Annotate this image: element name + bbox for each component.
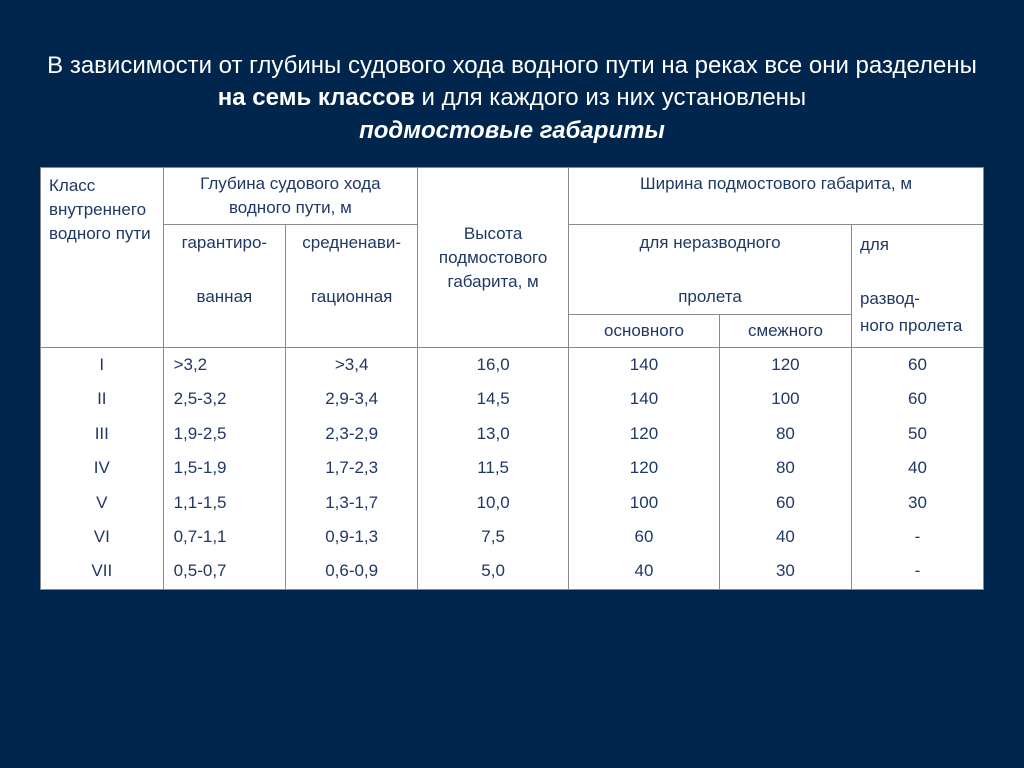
cell-width-movable: 60 — [851, 348, 983, 383]
cell-width-adjacent: 100 — [719, 382, 851, 416]
cell-guaranteed: 0,7-1,1 — [163, 520, 286, 554]
cell-class: V — [41, 486, 164, 520]
cell-width-movable: 60 — [851, 382, 983, 416]
cell-nav: >3,4 — [286, 348, 418, 383]
hdr-movable-mid: развод- — [860, 289, 920, 308]
cell-width-movable: 30 — [851, 486, 983, 520]
table-head: Класс внутреннего водного пути Глубина с… — [41, 168, 984, 348]
cell-height: 7,5 — [418, 520, 569, 554]
cell-height: 13,0 — [418, 417, 569, 451]
cell-guaranteed: 0,5-0,7 — [163, 554, 286, 589]
table-row: II2,5-3,22,9-3,414,514010060 — [41, 382, 984, 416]
hdr-main: основного — [569, 315, 720, 348]
cell-guaranteed: >3,2 — [163, 348, 286, 383]
cell-guaranteed: 1,9-2,5 — [163, 417, 286, 451]
cell-nav: 0,9-1,3 — [286, 520, 418, 554]
cell-height: 10,0 — [418, 486, 569, 520]
cell-width-main: 120 — [569, 451, 720, 485]
cell-class: IV — [41, 451, 164, 485]
cell-width-movable: - — [851, 554, 983, 589]
table-row: VI0,7-1,10,9-1,37,56040- — [41, 520, 984, 554]
table-row: III1,9-2,52,3-2,913,01208050 — [41, 417, 984, 451]
slide-title: В зависимости от глубины судового хода в… — [40, 50, 984, 147]
cell-nav: 2,3-2,9 — [286, 417, 418, 451]
hdr-fixed-bot: пролета — [678, 287, 742, 306]
table-row: IV1,5-1,91,7-2,311,51208040 — [41, 451, 984, 485]
clearance-table: Класс внутреннего водного пути Глубина с… — [40, 167, 984, 589]
cell-nav: 2,9-3,4 — [286, 382, 418, 416]
hdr-guaranteed-bot: ванная — [197, 287, 253, 306]
hdr-guaranteed: гарантиро- ванная — [163, 224, 286, 347]
table-row: V1,1-1,51,3-1,710,01006030 — [41, 486, 984, 520]
hdr-movable-bot: ного пролета — [860, 316, 962, 335]
cell-width-movable: 40 — [851, 451, 983, 485]
hdr-fixed: для неразводного пролета — [569, 224, 852, 315]
hdr-movable: для развод- ного пролета — [851, 224, 983, 347]
cell-width-adjacent: 40 — [719, 520, 851, 554]
cell-width-main: 120 — [569, 417, 720, 451]
cell-width-main: 140 — [569, 382, 720, 416]
cell-width-adjacent: 80 — [719, 417, 851, 451]
cell-nav: 1,7-2,3 — [286, 451, 418, 485]
cell-width-movable: - — [851, 520, 983, 554]
title-bold: на семь классов — [218, 84, 415, 111]
table-body: I>3,2>3,416,014012060II2,5-3,22,9-3,414,… — [41, 348, 984, 589]
table-row: I>3,2>3,416,014012060 — [41, 348, 984, 383]
cell-height: 16,0 — [418, 348, 569, 383]
table-row: VII0,5-0,70,6-0,95,04030- — [41, 554, 984, 589]
cell-height: 14,5 — [418, 382, 569, 416]
cell-width-adjacent: 60 — [719, 486, 851, 520]
hdr-height: Высота подмостового габарита, м — [418, 168, 569, 348]
cell-guaranteed: 2,5-3,2 — [163, 382, 286, 416]
cell-class: VII — [41, 554, 164, 589]
hdr-width: Ширина подмостового габарита, м — [569, 168, 984, 225]
cell-nav: 0,6-0,9 — [286, 554, 418, 589]
slide: В зависимости от глубины судового хода в… — [0, 0, 1024, 768]
hdr-class: Класс внутреннего водного пути — [41, 168, 164, 348]
cell-width-adjacent: 120 — [719, 348, 851, 383]
cell-class: III — [41, 417, 164, 451]
cell-width-adjacent: 80 — [719, 451, 851, 485]
cell-width-main: 100 — [569, 486, 720, 520]
cell-class: II — [41, 382, 164, 416]
cell-guaranteed: 1,5-1,9 — [163, 451, 286, 485]
cell-width-movable: 50 — [851, 417, 983, 451]
cell-width-main: 140 — [569, 348, 720, 383]
hdr-nav: средненави- гационная — [286, 224, 418, 347]
hdr-nav-bot: гационная — [311, 287, 392, 306]
cell-class: VI — [41, 520, 164, 554]
hdr-movable-top: для — [860, 235, 889, 254]
cell-guaranteed: 1,1-1,5 — [163, 486, 286, 520]
cell-nav: 1,3-1,7 — [286, 486, 418, 520]
hdr-fixed-top: для неразводного — [639, 233, 780, 252]
title-pre: В зависимости от глубины судового хода в… — [47, 52, 977, 79]
hdr-guaranteed-top: гарантиро- — [182, 233, 267, 252]
hdr-adjacent: смежного — [719, 315, 851, 348]
hdr-nav-top: средненави- — [302, 233, 401, 252]
cell-width-adjacent: 30 — [719, 554, 851, 589]
title-mid: и для каждого из них установлены — [415, 84, 806, 111]
hdr-depth: Глубина судового хода водного пути, м — [163, 168, 418, 225]
cell-width-main: 40 — [569, 554, 720, 589]
cell-width-main: 60 — [569, 520, 720, 554]
cell-class: I — [41, 348, 164, 383]
title-em: подмостовые габариты — [359, 117, 665, 144]
cell-height: 5,0 — [418, 554, 569, 589]
cell-height: 11,5 — [418, 451, 569, 485]
